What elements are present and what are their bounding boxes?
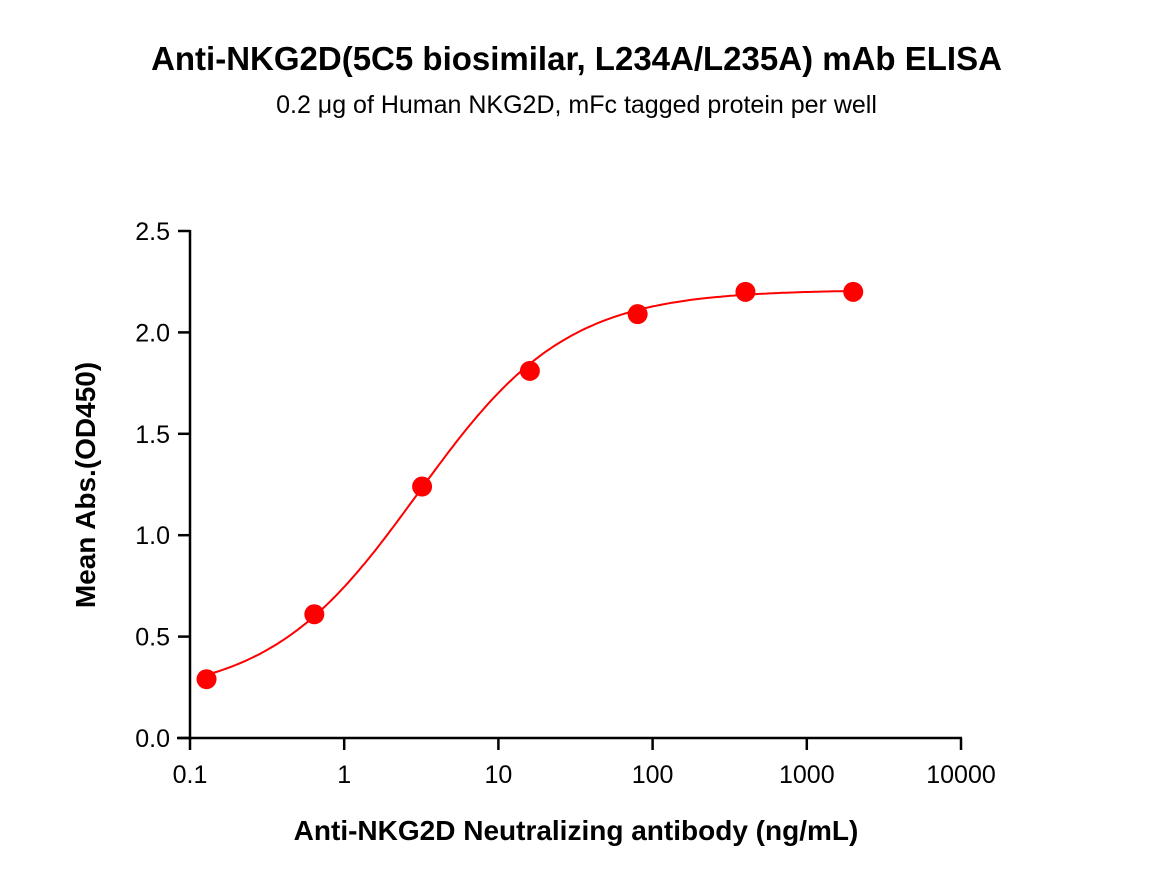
data-point [412, 476, 433, 497]
x-axis-label: Anti-NKG2D Neutralizing antibody (ng/mL) [294, 815, 859, 846]
data-point [519, 360, 540, 381]
x-tick-label: 1000 [779, 761, 835, 789]
chart-subtitle: 0.2 μg of Human NKG2D, mFc tagged protei… [276, 91, 877, 119]
y-axis-label: Mean Abs.(OD450) [70, 362, 101, 608]
data-point [304, 604, 325, 625]
x-tick-label: 10000 [926, 761, 996, 789]
data-point [196, 669, 217, 690]
y-tick-label: 1.5 [135, 421, 170, 449]
y-tick-label: 0.0 [135, 725, 170, 753]
y-tick-label: 0.5 [135, 624, 170, 652]
y-tick-label: 2.0 [135, 319, 170, 347]
fit-curve [206, 290, 854, 676]
x-tick-label: 10 [484, 761, 512, 789]
y-tick-label: 1.0 [135, 522, 170, 550]
x-tick-label: 0.1 [173, 761, 208, 789]
x-tick-label: 100 [632, 761, 674, 789]
y-tick-label: 2.5 [135, 218, 170, 246]
data-point [843, 281, 864, 302]
chart-title: Anti-NKG2D(5C5 biosimilar, L234A/L235A) … [151, 40, 1002, 77]
axes: 0.1 1 10 100 1000 10000 0.0 0.5 1.0 1.5 2.0 2.5 [135, 218, 996, 789]
data-point [627, 304, 648, 325]
x-tick-label: 1 [337, 761, 351, 789]
data-points [196, 281, 864, 690]
data-point [735, 281, 756, 302]
